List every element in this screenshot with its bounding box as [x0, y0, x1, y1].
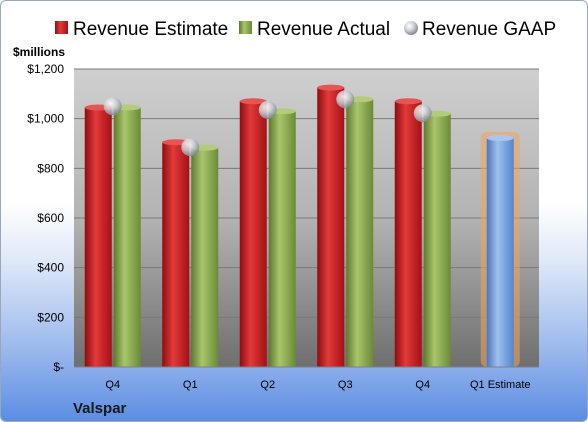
y-tick-label: $1,000: [27, 112, 64, 126]
x-axis-ticks: Q4 Q1 Q2 Q3 Q4 Q1 Estimate: [105, 379, 530, 391]
bar-revenue-estimate: [394, 101, 422, 368]
bar-marks: [84, 84, 520, 368]
bar-revenue-actual: [423, 113, 451, 367]
bar-revenue-estimate: [317, 87, 345, 367]
x-tick-label: Q2: [260, 379, 275, 391]
bar-revenue-forecast-top: [486, 135, 514, 142]
gaap-markers: [103, 90, 432, 157]
x-tick-label: Q4: [105, 379, 120, 391]
x-tick-label: Q4: [415, 379, 430, 391]
company-name: Valspar: [73, 400, 127, 417]
marker-revenue-gaap: [413, 104, 432, 123]
legend-label-actual: Revenue Actual: [257, 19, 390, 40]
marker-revenue-gaap: [258, 100, 277, 119]
marker-revenue-gaap: [336, 90, 355, 109]
legend-swatch-gaap: [404, 21, 418, 35]
legend-swatch-actual: [239, 21, 252, 34]
legend-label-estimate: Revenue Estimate: [73, 19, 228, 40]
y-tick-label: $-: [53, 360, 64, 374]
bar-revenue-actual: [191, 147, 219, 367]
bar-revenue-estimate-top: [394, 98, 422, 105]
bar-revenue-actual: [113, 107, 141, 367]
bar-revenue-actual: [268, 111, 296, 367]
y-tick-label: $200: [37, 310, 64, 324]
y-axis-unit-label: $millions: [13, 45, 65, 59]
y-tick-label: $400: [37, 261, 64, 275]
legend-swatch-estimate: [55, 21, 68, 34]
x-tick-label: Q1 Estimate: [470, 379, 531, 391]
x-tick-label: Q3: [338, 379, 353, 391]
y-axis-ticks: $- $200 $400 $600 $800 $1,000 $1,200: [27, 62, 64, 374]
bar-revenue-estimate: [162, 142, 190, 367]
bar-revenue-actual: [346, 99, 374, 368]
legend-label-gaap: Revenue GAAP: [422, 19, 556, 40]
bar-revenue-estimate-top: [239, 98, 267, 105]
legend: Revenue Estimate Revenue Actual Revenue …: [55, 19, 556, 40]
bar-revenue-estimate: [239, 101, 267, 368]
y-tick-label: $600: [37, 211, 64, 225]
marker-revenue-gaap: [103, 97, 122, 116]
bar-revenue-estimate: [84, 107, 112, 367]
gridlines: [74, 68, 539, 318]
x-tick-label: Q1: [183, 379, 198, 391]
bar-revenue-estimate-top: [317, 84, 345, 91]
bar-revenue-forecast: [486, 138, 514, 367]
marker-revenue-gaap: [181, 138, 200, 157]
y-tick-label: $1,200: [27, 62, 64, 76]
y-tick-label: $800: [37, 161, 64, 175]
